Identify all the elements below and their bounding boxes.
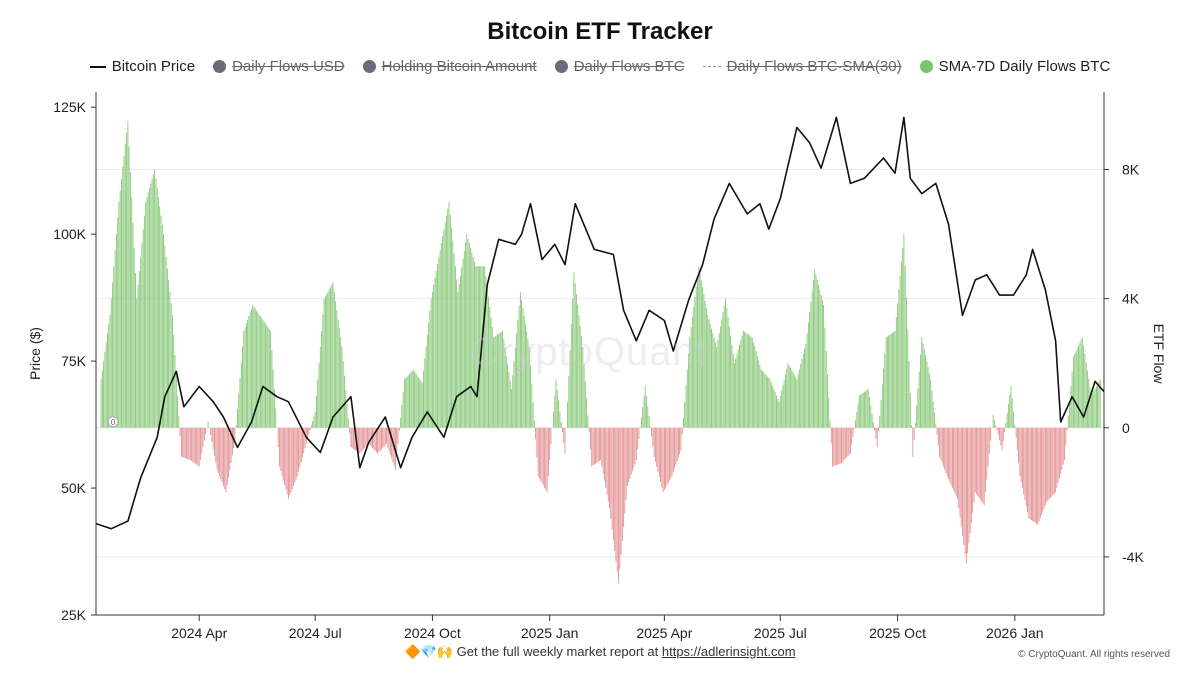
legend-swatch-icon bbox=[919, 60, 933, 73]
footer-text: Get the full weekly market report at bbox=[456, 644, 659, 659]
legend-swatch-icon bbox=[554, 60, 568, 73]
left-axis-title: Price ($) bbox=[27, 327, 43, 380]
axis-labels: 125K 100K 75K 50K 25K 8K 4K 0 -4K 2024 Apr 2024 Ju… bbox=[27, 99, 1167, 641]
x-tick-label: 2025 Apr bbox=[636, 625, 692, 641]
legend-item-sma-7d-daily-flows-btc[interactable]: SMA-7D Daily Flows BTC bbox=[919, 58, 1111, 75]
x-tick-label: 2025 Jul bbox=[754, 625, 807, 641]
right-axis-title: ETF Flow bbox=[1151, 324, 1167, 385]
legend-swatch-icon bbox=[702, 66, 721, 67]
legend-item-daily-flows-usd[interactable]: Daily Flows USD bbox=[213, 58, 345, 75]
legend-swatch-icon bbox=[89, 65, 106, 68]
x-tick-label: 2025 Jan bbox=[521, 625, 579, 641]
right-tick-label: 0 bbox=[1122, 420, 1130, 436]
footer-link[interactable]: https://adlerinsight.com bbox=[661, 644, 796, 659]
right-tick-label: 8K bbox=[1122, 161, 1140, 177]
x-tick-label: 2024 Jul bbox=[289, 625, 342, 641]
axes bbox=[91, 92, 1109, 621]
footer: 🔶💎🙌 Get the full weekly market report at… bbox=[0, 644, 1200, 660]
right-tick-label: -4K bbox=[1122, 549, 1144, 565]
legend-item-daily-flows-btc-sma-30[interactable]: Daily Flows BTC-SMA(30) bbox=[702, 58, 902, 75]
x-tick-label: 2024 Oct bbox=[404, 625, 461, 641]
footer-emoji-icons: 🔶💎🙌 bbox=[404, 644, 454, 659]
chart-title: Bitcoin ETF Tracker bbox=[487, 18, 713, 45]
legend-item-daily-flows-btc[interactable]: Daily Flows BTC bbox=[554, 58, 685, 75]
flow-bars bbox=[100, 121, 1101, 583]
legend-swatch-icon bbox=[362, 60, 376, 73]
left-tick-label: 75K bbox=[61, 353, 87, 369]
legend-label: Daily Flows BTC-SMA(30) bbox=[726, 58, 902, 75]
copyright: © CryptoQuant. All rights reserved bbox=[1018, 649, 1170, 660]
legend-label: Bitcoin Price bbox=[111, 58, 196, 75]
x-tick-label: 2024 Apr bbox=[171, 625, 227, 641]
legend-label: Daily Flows BTC bbox=[573, 58, 685, 75]
legend-item-bitcoin-price[interactable]: Bitcoin Price bbox=[89, 58, 196, 75]
left-tick-label: 50K bbox=[61, 480, 87, 496]
price-line-group bbox=[95, 116, 1105, 530]
legend-swatch-icon bbox=[213, 60, 227, 73]
legend: Bitcoin Price Daily Flows USD Holding Bitc… bbox=[0, 58, 1200, 75]
legend-label: Holding Bitcoin Amount bbox=[381, 58, 537, 75]
left-tick-label: 100K bbox=[53, 226, 86, 242]
price-line bbox=[95, 116, 1105, 530]
x-tick-label: 2026 Jan bbox=[986, 625, 1044, 641]
right-tick-label: 4K bbox=[1122, 291, 1140, 307]
zero-marker-label: 0 bbox=[111, 418, 116, 427]
legend-label: Daily Flows USD bbox=[232, 58, 345, 75]
left-tick-label: 25K bbox=[61, 607, 87, 623]
zero-marker-icon bbox=[107, 416, 119, 428]
legend-label: SMA-7D Daily Flows BTC bbox=[938, 58, 1111, 75]
x-tick-label: 2025 Oct bbox=[869, 625, 926, 641]
left-tick-label: 125K bbox=[53, 99, 86, 115]
legend-item-holding-bitcoin-amount[interactable]: Holding Bitcoin Amount bbox=[362, 58, 537, 75]
